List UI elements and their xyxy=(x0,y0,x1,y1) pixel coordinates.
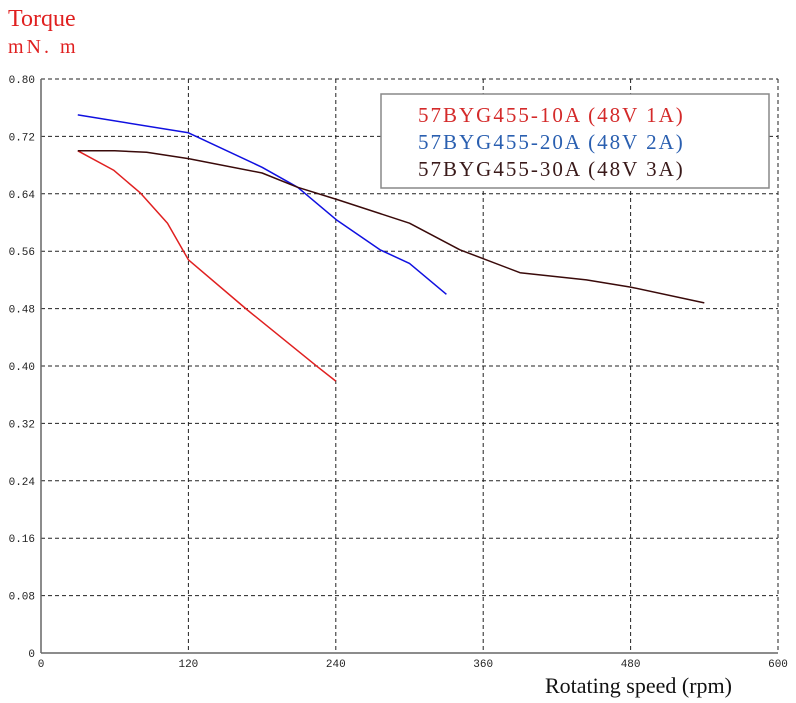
y-tick-label: 0 xyxy=(28,649,35,661)
x-tick-label: 600 xyxy=(768,659,788,671)
y-axis-unit: mN. m xyxy=(8,36,79,58)
x-tick-label: 240 xyxy=(326,659,346,671)
y-tick-label: 0.24 xyxy=(9,477,36,489)
legend-entry-3: 57BYG455-30A (48V 3A) xyxy=(418,157,685,181)
y-tick-label: 0.16 xyxy=(9,534,35,546)
x-axis-title: Rotating speed (rpm) xyxy=(545,673,732,698)
y-tick-label: 0.64 xyxy=(9,190,36,202)
y-axis-title: Torque xyxy=(8,6,76,32)
x-tick-label: 480 xyxy=(621,659,641,671)
x-tick-label: 360 xyxy=(473,659,493,671)
legend: 57BYG455-10A (48V 1A) 57BYG455-20A (48V 2… xyxy=(380,93,770,189)
y-tick-label: 0.48 xyxy=(9,305,35,317)
series-line-2 xyxy=(77,114,447,295)
y-tick-label: 0.32 xyxy=(9,419,35,431)
legend-entry-2: 57BYG455-20A (48V 2A) xyxy=(418,130,685,154)
y-tick-label: 0.80 xyxy=(9,75,35,87)
x-tick-label: 120 xyxy=(178,659,198,671)
x-tick-label: 0 xyxy=(38,659,45,671)
legend-entry-1: 57BYG455-10A (48V 1A) xyxy=(418,103,685,127)
y-tick-label: 0.40 xyxy=(9,362,35,374)
y-tick-label: 0.56 xyxy=(9,247,35,259)
series-line-1 xyxy=(77,150,337,382)
y-tick-label: 0.72 xyxy=(9,132,35,144)
y-tick-label: 0.08 xyxy=(9,592,35,604)
